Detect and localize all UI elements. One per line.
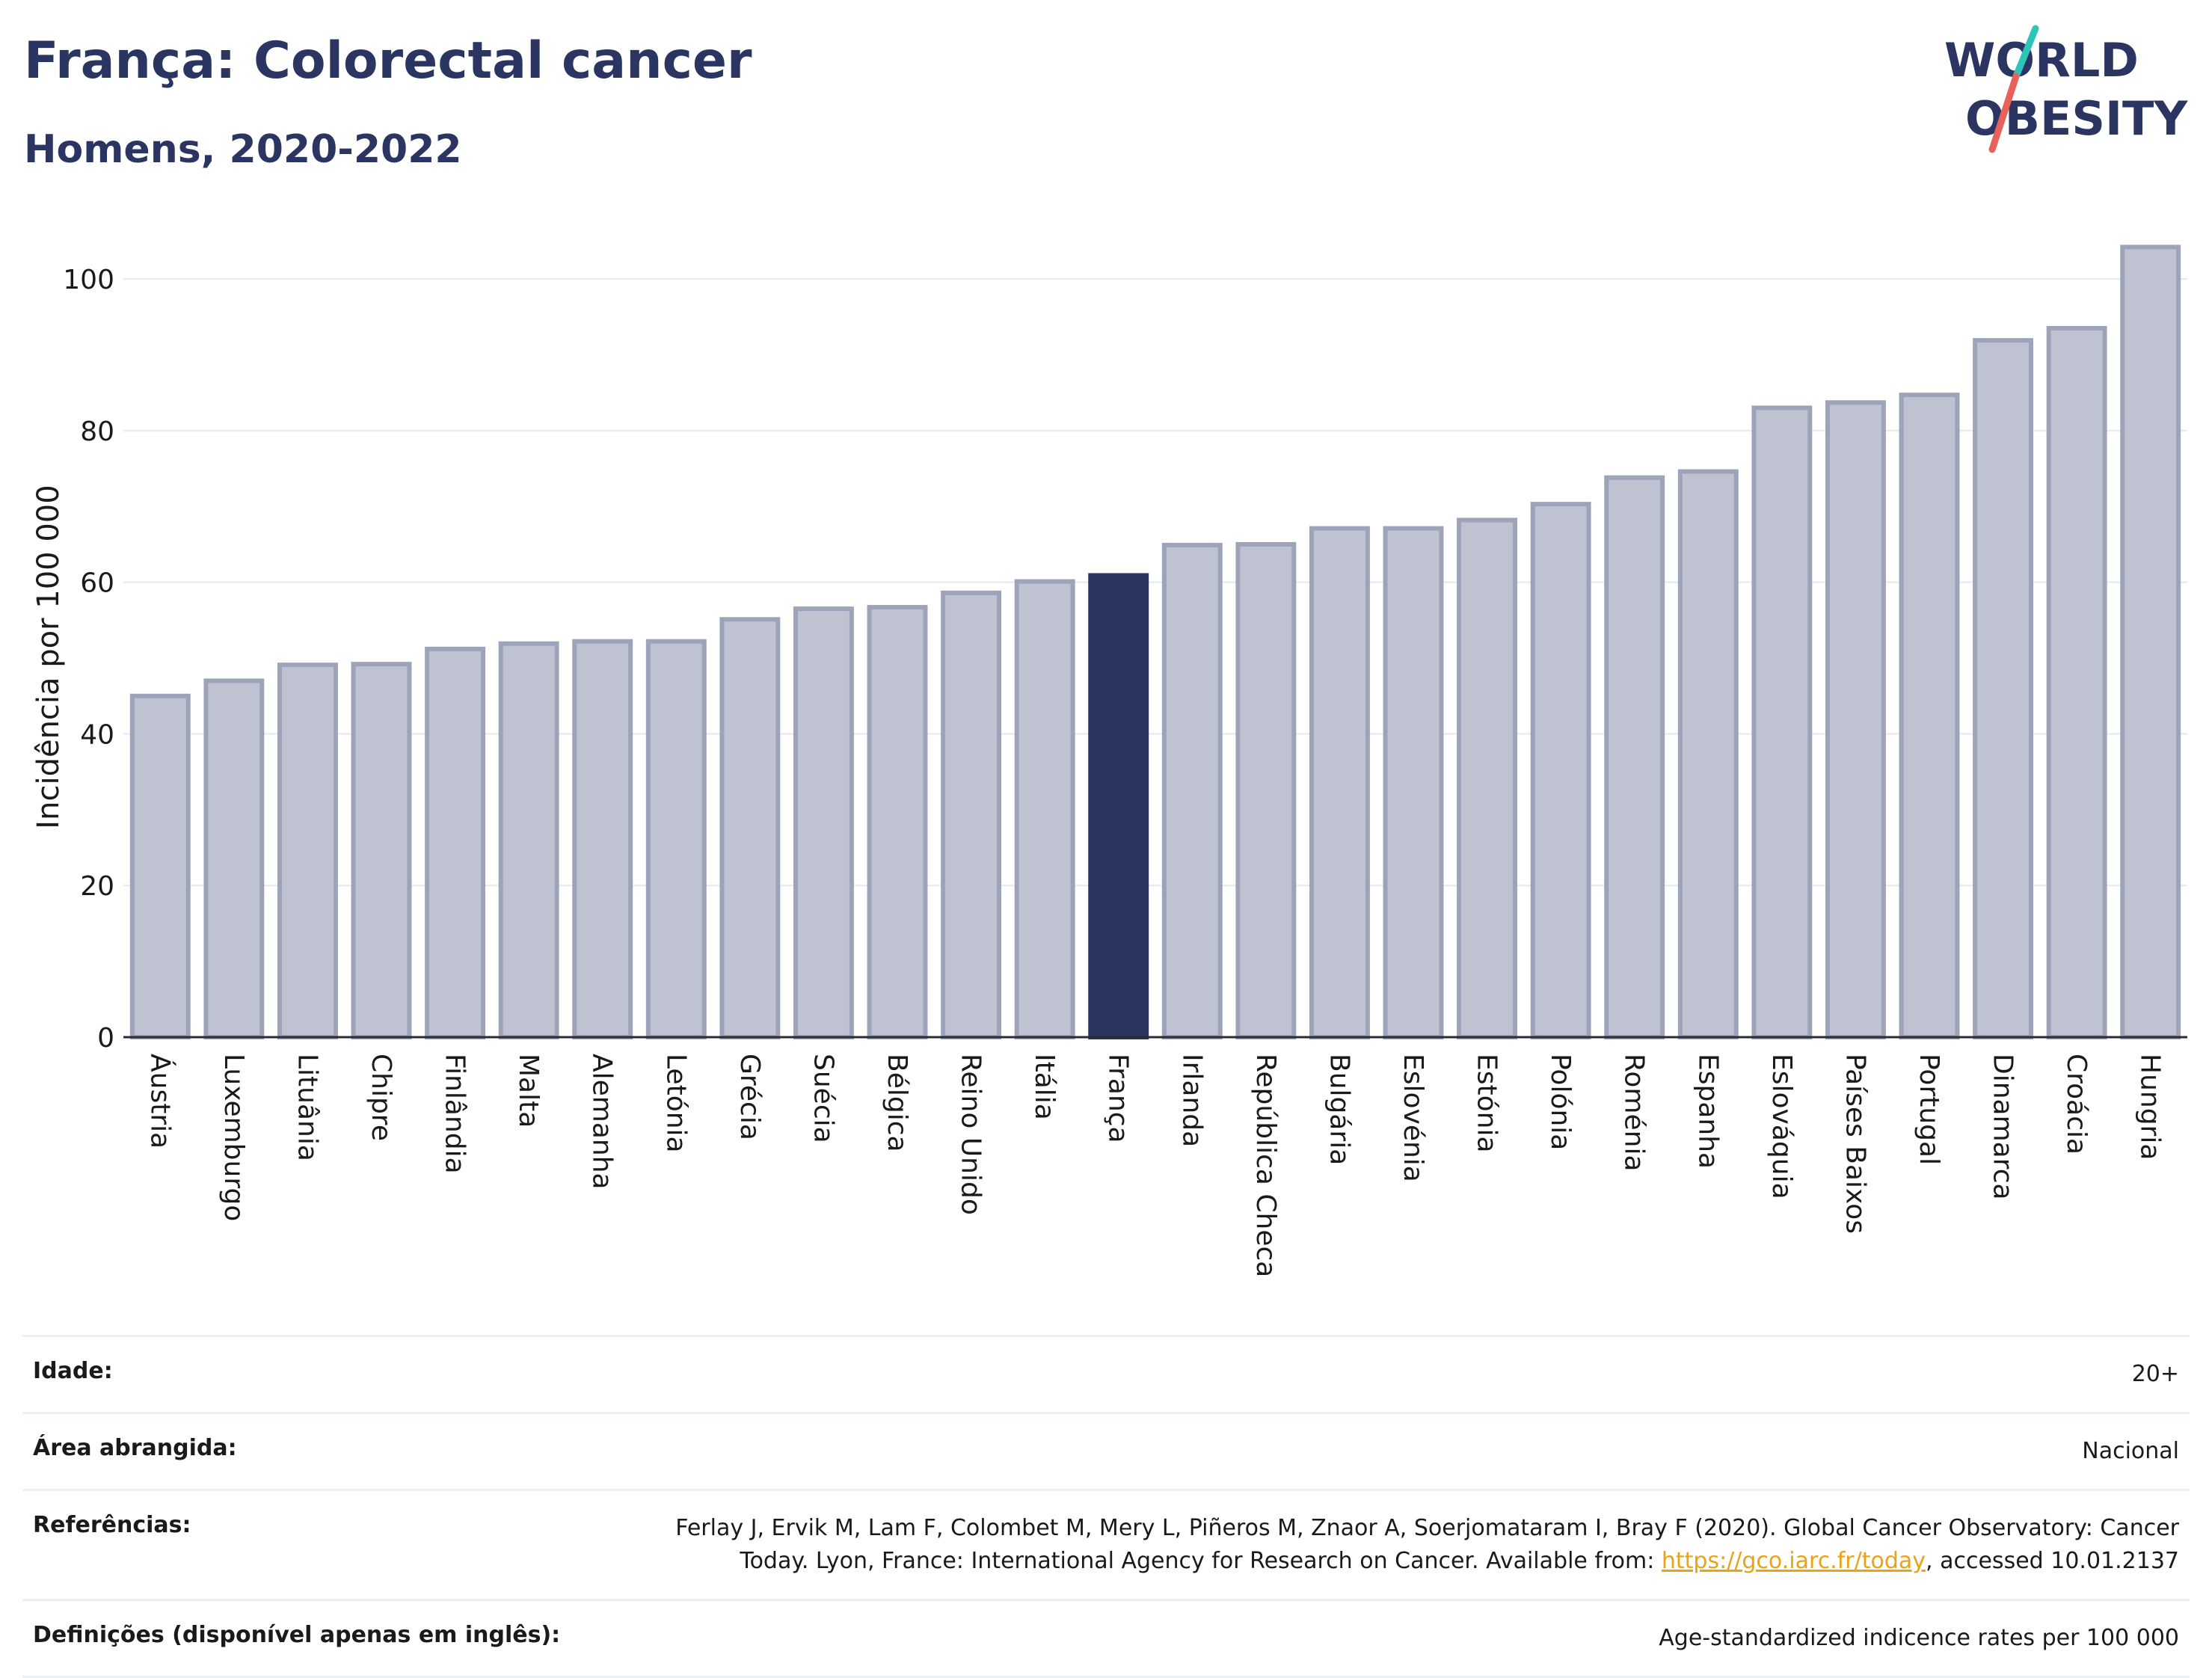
bar (1825, 400, 1886, 1039)
x-tick-label: Itália (1029, 1054, 1060, 1120)
x-tick-label: Grécia (734, 1054, 765, 1140)
bar (1973, 338, 2034, 1040)
x-tick-label: Hungria (2135, 1054, 2166, 1160)
x-tick-label: Suécia (808, 1054, 838, 1143)
x-tick-label: Países Baixos (1840, 1054, 1870, 1234)
bar (645, 639, 707, 1039)
bar (867, 605, 928, 1039)
bar (498, 641, 559, 1039)
age-value: 20+ (2131, 1361, 2179, 1387)
bar (351, 662, 412, 1039)
references-label: Referências: (33, 1512, 191, 1538)
y-tick-label: 80 (80, 417, 114, 447)
logo-line1: WORLD (1944, 33, 2139, 87)
bar (1530, 502, 1591, 1039)
x-tick-label: Bélgica (882, 1054, 912, 1152)
age-label: Idade: (33, 1358, 113, 1384)
bar (1014, 579, 1075, 1039)
x-tick-label: Dinamarca (1988, 1054, 2018, 1200)
bar (793, 606, 854, 1039)
bar (1604, 475, 1665, 1039)
bar (1751, 405, 1813, 1039)
x-tick-label: Estónia (1472, 1054, 1502, 1153)
x-tick-label: Lituânia (292, 1054, 322, 1161)
x-tick-label: Eslováquia (1766, 1054, 1797, 1199)
x-tick-label: Chipre (366, 1054, 396, 1141)
bar (1161, 542, 1223, 1039)
x-tick-label: Portugal (1914, 1054, 1944, 1165)
references-value: Ferlay J, Ervik M, Lam F, Colombet M, Me… (675, 1512, 2179, 1578)
bar (1899, 393, 1960, 1039)
x-tick-label: Finlândia (440, 1054, 470, 1174)
bar (203, 678, 265, 1039)
bar (1677, 469, 1739, 1039)
definitions-value: Age-standardized indicence rates per 100… (1659, 1625, 2179, 1651)
bar (277, 663, 338, 1039)
x-tick-label: Eslovénia (1398, 1054, 1428, 1182)
y-tick-label: 20 (80, 871, 114, 902)
definitions-label: Definições (disponível apenas em inglês)… (33, 1622, 561, 1648)
bar (2120, 245, 2181, 1039)
y-tick-label: 0 (97, 1023, 114, 1054)
x-tick-label: Bulgária (1324, 1054, 1354, 1165)
page-subtitle: Homens, 2020-2022 (24, 127, 462, 172)
bar-chart: 0 20 40 60 80 100 Incidência por 100 000 Áustri… (31, 245, 2187, 1277)
world-obesity-logo: WORLD OBESITY (1944, 25, 2188, 153)
x-tick-label: França (1103, 1054, 1134, 1143)
info-row-references: Referências: Ferlay J, Ervik M, Lam F, C… (22, 1489, 2190, 1599)
y-tick-label: 40 (80, 719, 114, 750)
bar (941, 590, 1002, 1039)
bar (2046, 325, 2107, 1040)
bar (425, 646, 486, 1039)
bar (1235, 541, 1297, 1039)
x-tick-label: Malta (513, 1054, 544, 1128)
info-row-area: Área abrangida: Nacional (22, 1412, 2190, 1489)
x-tick-label: Croácia (2061, 1054, 2092, 1155)
y-tick-label: 60 (80, 568, 114, 599)
references-line2-pre: Today. Lyon, France: International Agenc… (740, 1548, 1662, 1574)
references-line2-post: , accessed 10.01.2137 (1926, 1548, 2179, 1574)
y-axis-label: Incidência por 100 000 (31, 485, 66, 829)
page-title: França: Colorectal cancer (24, 31, 752, 90)
y-tick-label: 100 (63, 265, 114, 295)
logo-slash-red (1988, 73, 2020, 153)
info-row-age: Idade: 20+ (22, 1335, 2190, 1412)
area-label: Área abrangida: (33, 1435, 237, 1461)
x-tick-label: Roménia (1619, 1054, 1650, 1172)
area-value: Nacional (2082, 1438, 2179, 1464)
x-tick-label: Irlanda (1176, 1054, 1207, 1147)
bar-highlight (1088, 573, 1149, 1039)
logo-slash-teal (2012, 25, 2039, 80)
references-line1: Ferlay J, Ervik M, Lam F, Colombet M, Me… (675, 1515, 2179, 1541)
x-tick-label: Luxemburgo (218, 1054, 249, 1221)
info-table: Idade: 20+ Área abrangida: Nacional Refe… (22, 1335, 2190, 1678)
bar (1383, 526, 1444, 1039)
x-tick-label: Áustria (144, 1054, 176, 1149)
x-tick-label: Espanha (1692, 1054, 1723, 1169)
bar (1309, 526, 1370, 1039)
x-tick-label: Letónia (660, 1054, 691, 1153)
bar (1457, 517, 1518, 1039)
x-tick-label: República Checa (1250, 1054, 1281, 1277)
x-tick-label: Alemanha (587, 1054, 618, 1190)
references-link[interactable]: https://gco.iarc.fr/today (1661, 1548, 1926, 1574)
bar (719, 617, 781, 1039)
x-tick-label: Polónia (1545, 1054, 1576, 1150)
x-tick-label: Reino Unido (956, 1054, 986, 1215)
bar (129, 693, 191, 1039)
bar (572, 639, 633, 1039)
info-row-definitions: Definições (disponível apenas em inglês)… (22, 1599, 2190, 1678)
